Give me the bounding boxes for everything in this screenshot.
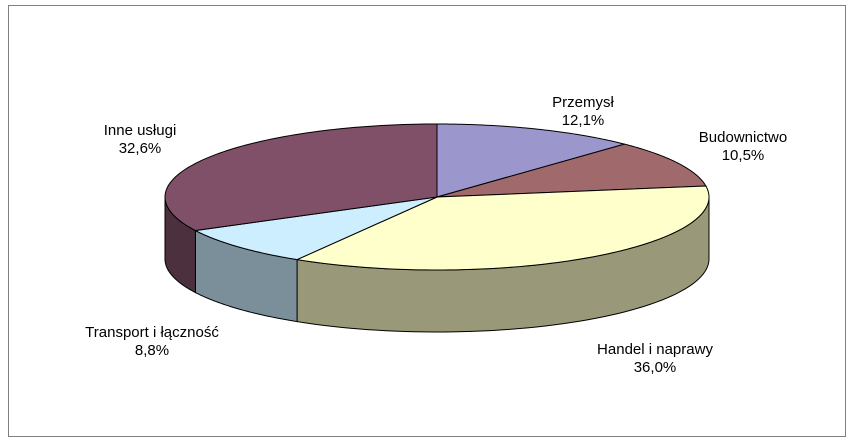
slice-value-label: 36,0% bbox=[634, 359, 677, 376]
slice-label: Inne usługi bbox=[104, 122, 177, 139]
slice-value-label: 8,8% bbox=[135, 342, 169, 359]
pie-slice bbox=[164, 123, 438, 232]
slice-label: Transport i łączność bbox=[85, 324, 219, 341]
slice-value-label: 10,5% bbox=[722, 147, 765, 164]
slice-value-label: 32,6% bbox=[119, 140, 162, 157]
pie-tops bbox=[164, 123, 710, 271]
slice-label: Handel i naprawy bbox=[597, 341, 713, 358]
pie-slice bbox=[436, 123, 627, 198]
pie-slice bbox=[193, 196, 438, 261]
slice-label: Przemysł bbox=[552, 94, 614, 111]
slice-label: Budownictwo bbox=[699, 129, 787, 146]
pie-slice bbox=[436, 143, 707, 198]
pie-slice bbox=[295, 185, 710, 271]
slice-value-label: 12,1% bbox=[562, 112, 605, 129]
